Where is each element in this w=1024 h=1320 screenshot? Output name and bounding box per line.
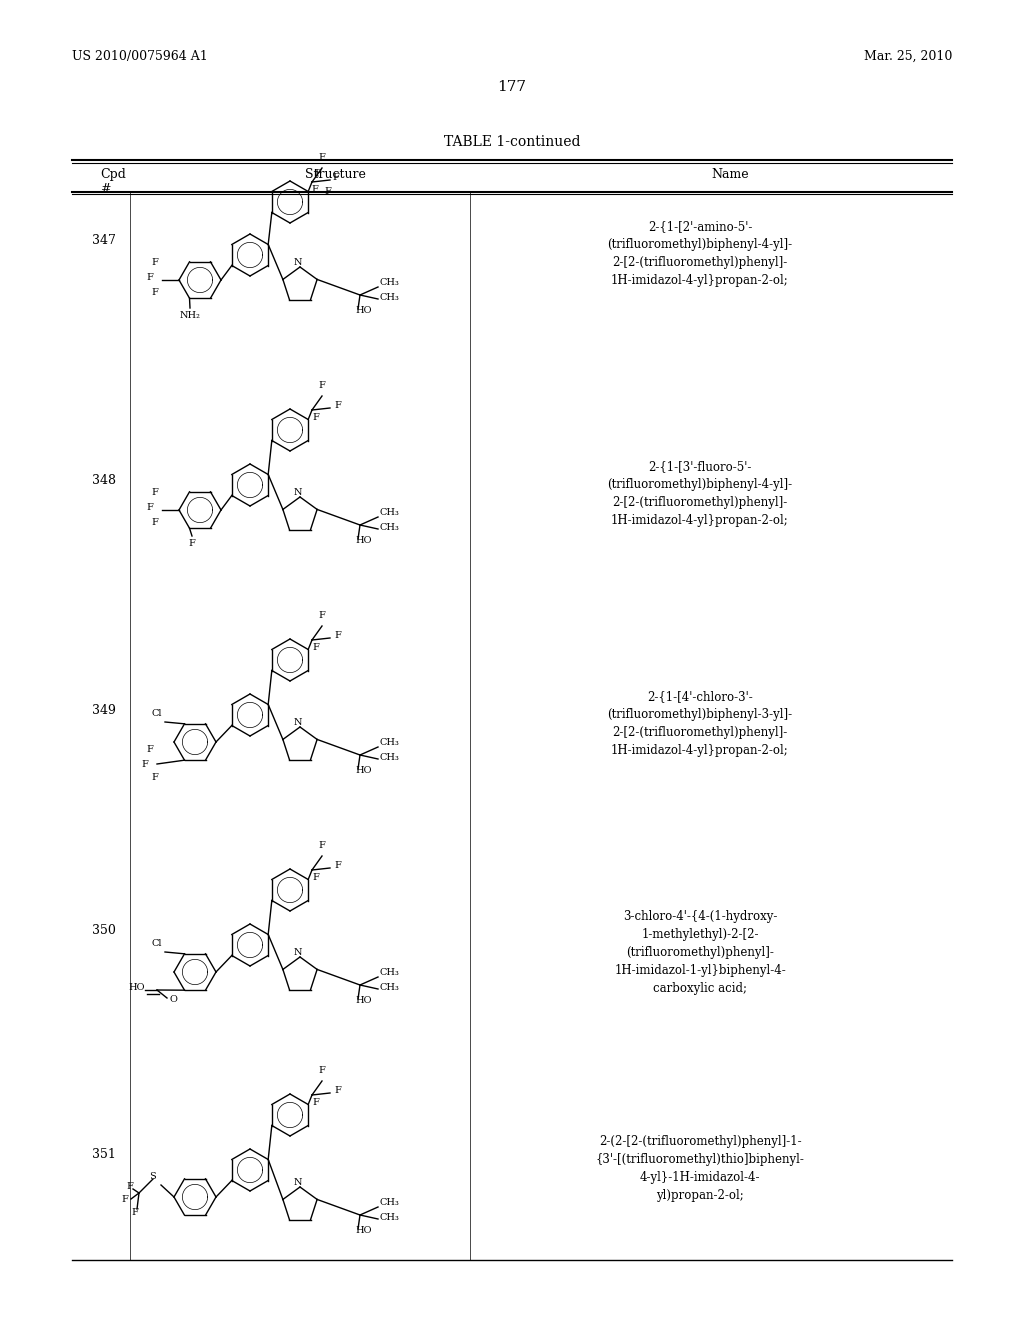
Text: F: F xyxy=(335,401,341,411)
Text: HO: HO xyxy=(129,983,145,993)
Text: F: F xyxy=(311,185,318,194)
Text: N: N xyxy=(294,948,302,957)
Text: US 2010/0075964 A1: US 2010/0075964 A1 xyxy=(72,50,208,63)
Text: HO: HO xyxy=(355,997,372,1005)
Text: CH₃: CH₃ xyxy=(380,293,400,302)
Text: CH₃: CH₃ xyxy=(380,1199,400,1206)
Text: 351: 351 xyxy=(92,1148,116,1162)
Text: CH₃: CH₃ xyxy=(380,508,400,517)
Text: F: F xyxy=(335,861,341,870)
Text: 350: 350 xyxy=(92,924,116,936)
Text: N: N xyxy=(294,718,302,727)
Text: F: F xyxy=(146,503,154,512)
Text: 177: 177 xyxy=(498,81,526,94)
Text: F: F xyxy=(312,1098,319,1107)
Text: CH₃: CH₃ xyxy=(380,1213,400,1222)
Text: 3-chloro-4'-{4-(1-hydroxy-
1-methylethyl)-2-[2-
(trifluoromethyl)phenyl]-
1H-imi: 3-chloro-4'-{4-(1-hydroxy- 1-methylethyl… xyxy=(614,909,785,995)
Text: 2-{1-[4'-chloro-3'-
(trifluoromethyl)biphenyl-3-yl]-
2-[2-(trifluoromethyl)pheny: 2-{1-[4'-chloro-3'- (trifluoromethyl)bip… xyxy=(607,690,793,756)
Text: CH₃: CH₃ xyxy=(380,738,400,747)
Text: F: F xyxy=(146,744,154,754)
Text: Mar. 25, 2010: Mar. 25, 2010 xyxy=(863,50,952,63)
Text: 2-(2-[2-(trifluoromethyl)phenyl]-1-
{3'-[(trifluoromethyl)thio]biphenyl-
4-yl}-1: 2-(2-[2-(trifluoromethyl)phenyl]-1- {3'-… xyxy=(596,1135,805,1203)
Text: 2-{1-[3'-fluoro-5'-
(trifluoromethyl)biphenyl-4-yl]-
2-[2-(trifluoromethyl)pheny: 2-{1-[3'-fluoro-5'- (trifluoromethyl)bip… xyxy=(607,459,793,527)
Text: CH₃: CH₃ xyxy=(380,523,400,532)
Text: F: F xyxy=(318,381,326,389)
Text: NH₂: NH₂ xyxy=(179,312,201,319)
Text: F: F xyxy=(152,517,159,527)
Text: 348: 348 xyxy=(92,474,116,487)
Text: HO: HO xyxy=(355,766,372,775)
Text: F: F xyxy=(312,643,319,652)
Text: N: N xyxy=(294,488,302,498)
Text: CH₃: CH₃ xyxy=(380,968,400,977)
Text: 349: 349 xyxy=(92,704,116,717)
Text: F: F xyxy=(335,1086,341,1096)
Text: F: F xyxy=(335,631,341,640)
Text: F: F xyxy=(131,1208,138,1217)
Text: F: F xyxy=(152,488,159,498)
Text: F: F xyxy=(314,169,322,178)
Text: Name: Name xyxy=(712,168,749,181)
Text: TABLE 1-continued: TABLE 1-continued xyxy=(443,135,581,149)
Text: CH₃: CH₃ xyxy=(380,752,400,762)
Text: F: F xyxy=(318,611,326,620)
Text: Cpd
#: Cpd # xyxy=(100,168,126,195)
Text: HO: HO xyxy=(355,306,372,315)
Text: Cl: Cl xyxy=(152,709,162,718)
Text: F: F xyxy=(146,273,154,282)
Text: F: F xyxy=(188,539,196,548)
Text: F: F xyxy=(318,153,326,162)
Text: Structure: Structure xyxy=(304,168,366,181)
Text: F: F xyxy=(152,257,159,267)
Text: F: F xyxy=(141,760,148,770)
Text: F: F xyxy=(127,1181,133,1191)
Text: F: F xyxy=(312,873,319,882)
Text: Cl: Cl xyxy=(152,939,162,948)
Text: HO: HO xyxy=(355,536,372,545)
Text: F: F xyxy=(318,1067,326,1074)
Text: F: F xyxy=(312,413,319,422)
Text: N: N xyxy=(294,257,302,267)
Text: O: O xyxy=(169,995,177,1005)
Text: F: F xyxy=(318,841,326,850)
Text: CH₃: CH₃ xyxy=(380,279,400,286)
Text: F: F xyxy=(152,288,159,297)
Text: CH₃: CH₃ xyxy=(380,983,400,993)
Text: F: F xyxy=(333,173,339,182)
Text: 347: 347 xyxy=(92,234,116,247)
Text: S: S xyxy=(150,1172,157,1181)
Text: F: F xyxy=(325,187,332,197)
Text: N: N xyxy=(294,1177,302,1187)
Text: F: F xyxy=(122,1195,128,1204)
Text: F: F xyxy=(152,774,159,781)
Text: 2-{1-[2'-amino-5'-
(trifluoromethyl)biphenyl-4-yl]-
2-[2-(trifluoromethyl)phenyl: 2-{1-[2'-amino-5'- (trifluoromethyl)biph… xyxy=(607,220,793,286)
Text: HO: HO xyxy=(355,1226,372,1236)
